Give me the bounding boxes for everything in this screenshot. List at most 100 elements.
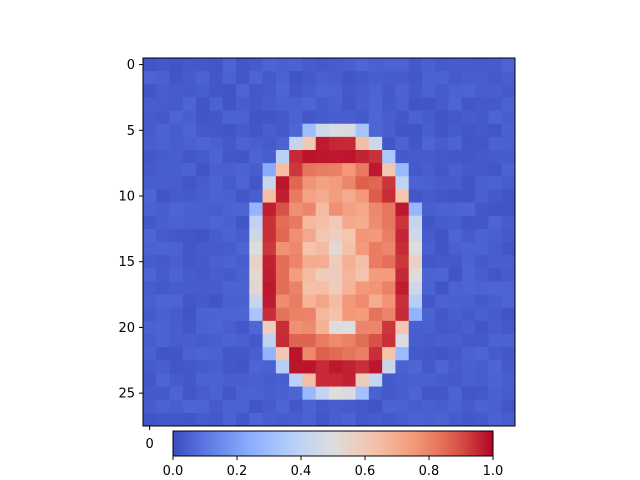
heatmap-cell (329, 215, 343, 230)
heatmap-cell (382, 150, 396, 164)
heatmap-cell (329, 58, 343, 72)
heatmap-cell (302, 58, 317, 72)
heatmap-cell (475, 176, 489, 190)
heatmap-cell (408, 202, 423, 217)
heatmap-cell (315, 255, 330, 269)
heatmap-cell (475, 307, 489, 322)
heatmap-cell (222, 242, 237, 256)
heatmap-cell (182, 136, 197, 151)
heatmap-cell (342, 84, 356, 98)
heatmap-cell (289, 412, 303, 427)
heatmap-cell (435, 412, 449, 427)
heatmap-cell (435, 228, 449, 243)
heatmap-cell (395, 136, 410, 151)
colorbar (172, 430, 494, 457)
heatmap-cell (488, 176, 503, 190)
heatmap-cell (289, 202, 303, 217)
heatmap-cell (222, 255, 237, 269)
heatmap-cell (315, 307, 330, 322)
heatmap-cell (302, 334, 317, 348)
heatmap-cell (275, 58, 290, 72)
heatmap-cell (475, 189, 489, 203)
heatmap-cell (448, 412, 463, 427)
heatmap-cell (355, 242, 370, 256)
heatmap-cell (209, 150, 224, 164)
heatmap-cell (342, 58, 356, 72)
heatmap-cell (435, 215, 449, 230)
heatmap-cell (236, 307, 250, 322)
heatmap-cell (222, 189, 237, 203)
heatmap-cell (262, 268, 277, 282)
heatmap-cell (249, 268, 263, 282)
heatmap-cell (289, 268, 303, 282)
heatmap-cell (275, 281, 290, 295)
heatmap-cell (315, 163, 330, 177)
heatmap-cell (448, 347, 463, 361)
heatmap-cell (435, 399, 449, 414)
heatmap-cell (262, 307, 277, 322)
heatmap-cell (156, 123, 170, 138)
heatmap-cell (408, 268, 423, 282)
heatmap-cell (408, 360, 423, 374)
heatmap-cell (408, 307, 423, 322)
heatmap-cell (342, 176, 356, 190)
heatmap-cell (368, 136, 383, 151)
heatmap-cell (169, 123, 184, 138)
heatmap-cell (275, 268, 290, 282)
heatmap-cell (461, 58, 476, 72)
heatmap-cell (143, 189, 157, 203)
heatmap-cell (422, 84, 436, 98)
heatmap-cell (368, 360, 383, 374)
heatmap-cell (408, 189, 423, 203)
heatmap-cell (488, 334, 503, 348)
heatmap-cell (182, 281, 197, 295)
heatmap-cell (262, 281, 277, 295)
heatmap-cell (501, 228, 516, 243)
heatmap-cell (143, 347, 157, 361)
heatmap-cell (289, 307, 303, 322)
heatmap-cell (475, 399, 489, 414)
heatmap-cell (275, 373, 290, 387)
heatmap-cell (249, 150, 263, 164)
heatmap-cell (182, 412, 197, 427)
heatmap-cell (302, 189, 317, 203)
heatmap-cell (315, 386, 330, 401)
heatmap-cell (422, 176, 436, 190)
heatmap-cell (368, 97, 383, 111)
heatmap-cell (262, 242, 277, 256)
heatmap-cell (143, 150, 157, 164)
heatmap-cell (475, 71, 489, 85)
heatmap-cell (169, 228, 184, 243)
heatmap-cell (448, 123, 463, 138)
heatmap-cell (342, 281, 356, 295)
heatmap-cell (355, 386, 370, 401)
heatmap-cell (315, 334, 330, 348)
colorbar-tick-label: 0.6 (355, 464, 376, 479)
heatmap-cell (289, 110, 303, 125)
heatmap-cell (395, 399, 410, 414)
heatmap-cell (262, 215, 277, 230)
heatmap-cell (156, 176, 170, 190)
heatmap-cell (302, 123, 317, 138)
heatmap-cell (315, 360, 330, 374)
heatmap-cell (222, 97, 237, 111)
heatmap-cell (143, 360, 157, 374)
heatmap-cell (461, 215, 476, 230)
heatmap-cell (196, 136, 210, 151)
heatmap-cell (289, 320, 303, 335)
heatmap-cell (209, 320, 224, 335)
heatmap-cell (342, 202, 356, 217)
heatmap-cell (461, 176, 476, 190)
heatmap-cell (475, 268, 489, 282)
heatmap-cell (196, 360, 210, 374)
heatmap-cell (143, 163, 157, 177)
heatmap-cell (289, 123, 303, 138)
heatmap-cell (236, 373, 250, 387)
heatmap-cell (209, 347, 224, 361)
heatmap-cell (182, 97, 197, 111)
heatmap-cell (329, 360, 343, 374)
heatmap-cell (408, 255, 423, 269)
heatmap-cell (262, 110, 277, 125)
heatmap-cell (395, 84, 410, 98)
heatmap-cell (182, 150, 197, 164)
